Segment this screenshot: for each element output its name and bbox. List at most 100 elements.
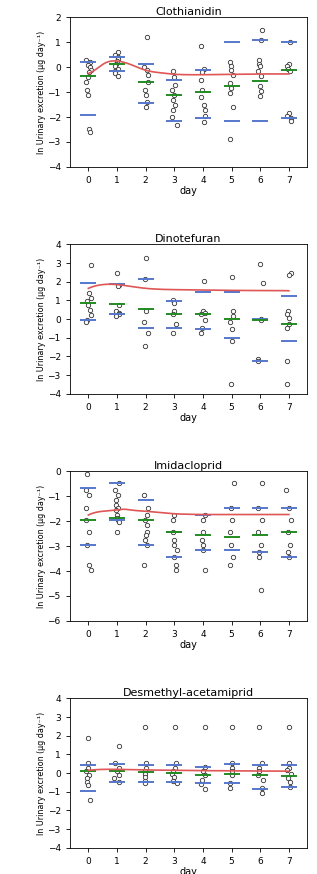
Point [174, 776, 179, 790]
Point [87, 794, 93, 808]
Point [142, 773, 147, 787]
Point [228, 776, 233, 790]
Point [88, 309, 94, 323]
Point [113, 59, 118, 73]
Point [288, 780, 293, 794]
Point [287, 57, 292, 71]
Point [171, 538, 176, 551]
Point [258, 583, 263, 597]
Point [170, 93, 175, 107]
Point [284, 321, 289, 335]
Point [171, 770, 176, 784]
Point [144, 756, 149, 770]
Point [86, 760, 91, 774]
Point [144, 518, 149, 532]
Point [198, 777, 204, 791]
Point [143, 83, 148, 97]
Point [116, 488, 121, 502]
Point [256, 768, 261, 782]
Point [228, 781, 233, 795]
Point [259, 69, 264, 83]
Point [85, 731, 90, 745]
Point [171, 764, 176, 778]
Point [227, 315, 232, 329]
Point [257, 257, 262, 271]
Point [87, 488, 92, 502]
Point [85, 774, 90, 788]
Point [257, 79, 262, 93]
Point [143, 767, 148, 781]
Point [201, 543, 206, 557]
Point [284, 483, 289, 497]
Point [113, 57, 118, 71]
Point [170, 102, 175, 116]
Point [259, 312, 264, 326]
Point [260, 786, 265, 800]
Point [141, 315, 146, 329]
Point [257, 760, 262, 774]
Point [142, 339, 147, 353]
Point [174, 117, 179, 131]
Title: Clothianidin: Clothianidin [155, 7, 222, 17]
Point [86, 66, 91, 80]
Point [114, 54, 120, 68]
Point [228, 87, 233, 101]
Point [145, 525, 150, 539]
Point [288, 64, 293, 78]
Point [257, 59, 262, 73]
Point [117, 768, 122, 782]
Point [230, 764, 235, 778]
Point [257, 720, 262, 734]
Point [228, 81, 233, 95]
Point [84, 75, 89, 89]
Point [260, 275, 265, 289]
Point [258, 538, 263, 551]
Point [201, 304, 206, 318]
Point [116, 45, 121, 59]
Point [171, 308, 176, 322]
Point [202, 508, 207, 522]
Point [256, 501, 261, 515]
Point [286, 720, 291, 734]
Point [260, 781, 265, 795]
Point [256, 57, 261, 71]
Point [144, 528, 149, 542]
Point [287, 551, 292, 565]
Point [171, 533, 176, 547]
Point [256, 551, 262, 565]
Point [143, 764, 148, 778]
Point [201, 115, 206, 129]
Point [144, 304, 149, 318]
Point [87, 558, 92, 572]
Point [84, 315, 89, 329]
Title: Dinotefuran: Dinotefuran [155, 233, 222, 244]
Point [171, 293, 176, 307]
Point [145, 63, 150, 77]
Point [146, 75, 151, 89]
Point [86, 768, 91, 782]
Point [170, 110, 175, 124]
Point [117, 306, 122, 320]
Point [87, 125, 93, 139]
Point [87, 55, 92, 69]
Point [86, 87, 91, 101]
Point [142, 513, 147, 527]
Point [170, 326, 175, 340]
Point [172, 70, 177, 84]
Title: Imidacloprid: Imidacloprid [154, 461, 223, 471]
Point [173, 563, 178, 577]
Point [228, 133, 233, 147]
Point [228, 501, 233, 515]
Point [284, 377, 289, 391]
Point [228, 525, 233, 539]
Point [112, 66, 117, 80]
Point [201, 98, 206, 112]
Point [84, 52, 89, 66]
Point [84, 513, 89, 527]
Point [88, 291, 94, 305]
X-axis label: day: day [180, 413, 197, 423]
Point [84, 295, 89, 309]
Point [172, 78, 177, 92]
Point [260, 773, 265, 787]
Point [256, 525, 261, 539]
